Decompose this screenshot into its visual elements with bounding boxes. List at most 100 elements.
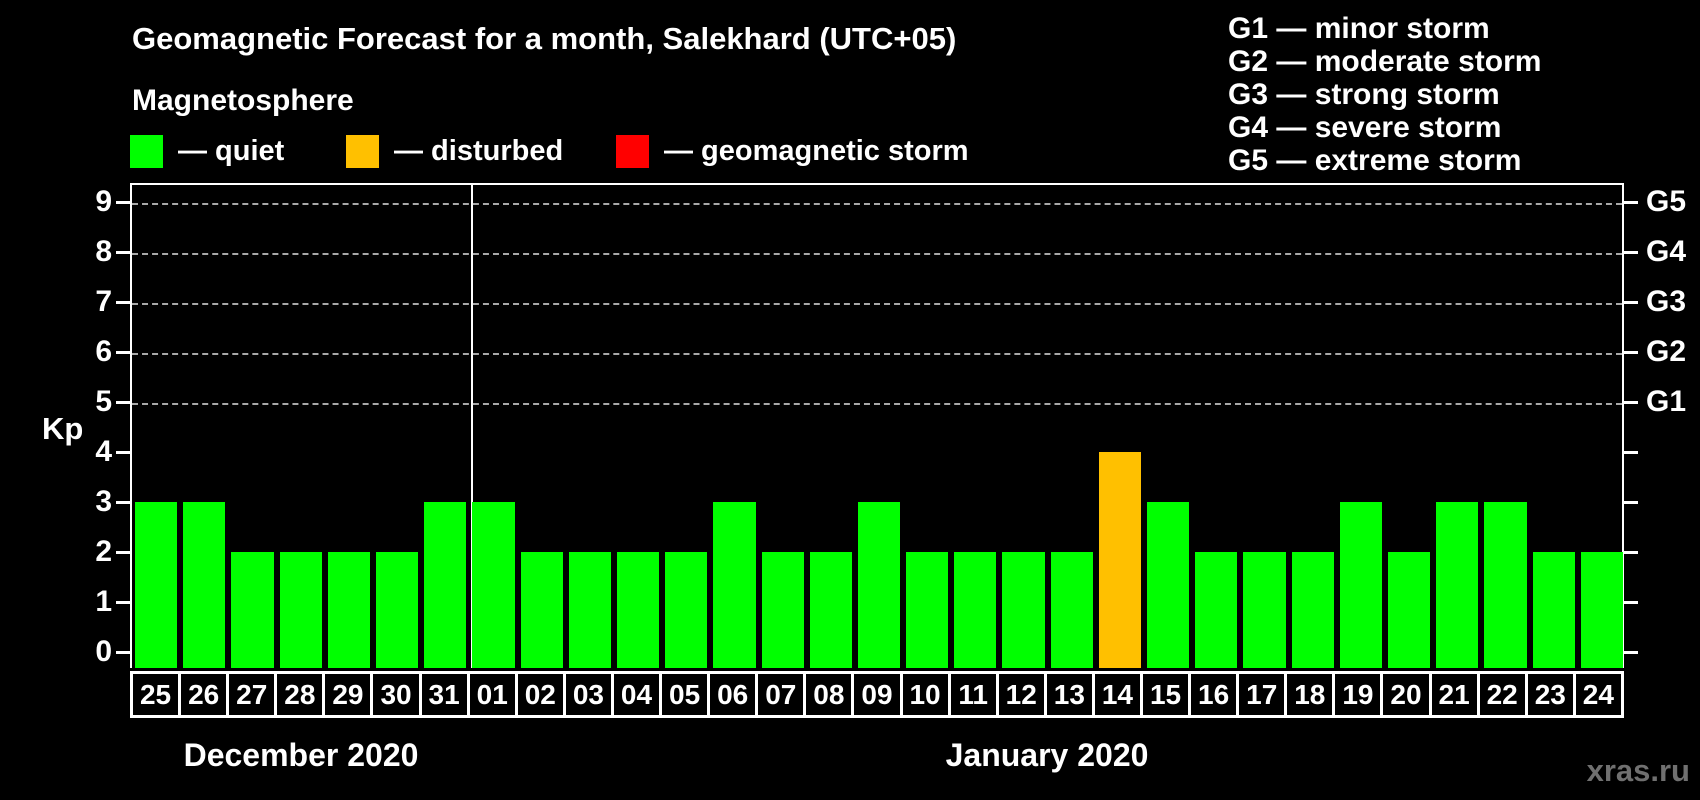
g-label-g5: G5 [1646,185,1687,218]
g-tick-8 [1624,251,1638,254]
bar-day-21 [1436,502,1479,668]
month-separator-line [471,185,473,668]
kp-tick-5 [116,401,130,404]
chart-subtitle: Magnetosphere [132,84,354,117]
g-label-g2: G2 [1646,335,1687,368]
g-tick-6 [1624,351,1638,354]
kp-tick-label-0: 0 [95,635,112,668]
kp-tick-6 [116,351,130,354]
day-cell-25: 25 [133,674,182,715]
page-title: Geomagnetic Forecast for a month, Salekh… [132,21,957,56]
day-cell-30: 30 [373,674,422,715]
kp-tick-9 [116,201,130,204]
day-labels-row: 25 26 27 28 29 30 31 01 02 03 04 05 06 07 08 09 10 11 12 13… [130,671,1624,718]
kp-tick-label-2: 2 [95,535,112,568]
legend-label-quiet: — quiet [178,134,285,167]
kp-tick-7 [116,301,130,304]
bar-day-01 [472,502,515,668]
day-cell-17: 17 [1239,674,1288,715]
g-tick-0 [1624,651,1638,654]
day-cell-14: 14 [1094,674,1143,715]
g-tick-1 [1624,601,1638,604]
bar-day-28 [279,552,322,668]
g-tick-9 [1624,201,1638,204]
gridline-kp9 [132,203,1622,205]
gridline-kp7 [132,303,1622,305]
legend-label-disturbed: — disturbed [394,134,564,167]
bar-day-17 [1243,552,1286,668]
day-cell-31: 31 [421,674,470,715]
day-cell-01: 01 [469,674,518,715]
day-cell-21: 21 [1431,674,1480,715]
g-legend-line-4: G4 — severe storm [1228,111,1502,144]
bar-day-31 [424,502,467,668]
bar-day-18 [1291,552,1334,668]
day-cell-03: 03 [565,674,614,715]
day-cell-09: 09 [854,674,903,715]
bar-day-02 [520,552,563,668]
gridline-kp5 [132,403,1622,405]
bar-day-06 [713,502,756,668]
legend-swatch-disturbed [346,134,379,168]
legend-swatch-storm [616,134,649,168]
bar-day-25 [135,502,178,668]
month-label-january: January 2020 [945,737,1149,773]
bar-day-03 [568,552,611,668]
bar-day-08 [809,552,852,668]
day-cell-18: 18 [1287,674,1336,715]
day-cell-06: 06 [710,674,759,715]
kp-tick-2 [116,551,130,554]
g-tick-4 [1624,451,1638,454]
bar-day-30 [375,552,419,668]
day-cell-13: 13 [1046,674,1095,715]
day-cell-19: 19 [1335,674,1384,715]
bar-day-16 [1195,552,1238,668]
y-axis-title: Kp [42,411,84,446]
day-cell-15: 15 [1142,674,1192,715]
g-tick-5 [1624,401,1638,404]
kp-tick-label-8: 8 [95,235,112,268]
legend-item-quiet: — quiet [130,134,284,168]
bar-day-07 [761,552,804,668]
watermark-xras: xras.ru [1586,753,1690,788]
g-legend-line-5: G5 — extreme storm [1228,144,1522,177]
bar-day-09 [857,502,901,668]
g-tick-2 [1624,551,1638,554]
day-cell-10: 10 [902,674,951,715]
bar-day-26 [183,502,226,668]
g-tick-7 [1624,301,1638,304]
kp-tick-1 [116,601,130,604]
day-cell-07: 07 [758,674,807,715]
day-cell-29: 29 [325,674,374,715]
kp-tick-label-4: 4 [95,435,112,468]
day-cell-28: 28 [277,674,326,715]
bar-day-10 [906,552,949,668]
legend-item-storm: — geomagnetic storm [616,134,969,168]
kp-tick-label-6: 6 [95,335,112,368]
bar-day-19 [1339,502,1383,668]
bar-day-15 [1147,502,1190,668]
bar-day-29 [327,552,370,668]
kp-tick-label-3: 3 [95,485,112,518]
day-cell-02: 02 [517,674,566,715]
bar-day-11 [954,552,997,668]
day-cell-26: 26 [181,674,230,715]
day-cell-11: 11 [950,674,999,715]
day-cell-24: 24 [1575,674,1621,715]
bar-day-13 [1050,552,1093,668]
day-cell-12: 12 [998,674,1047,715]
bar-day-23 [1532,552,1575,668]
legend-label-storm: — geomagnetic storm [664,134,969,167]
month-label-december: December 2020 [183,737,419,773]
g-scale-legend: G1 — minor storm G2 — moderate storm G3 — … [1228,12,1541,177]
g-label-g3: G3 [1646,285,1687,318]
bar-day-20 [1388,552,1431,668]
g-legend-line-3: G3 — strong storm [1228,78,1500,111]
bar-day-12 [1002,552,1045,668]
bar-day-27 [231,552,274,668]
kp-tick-label-1: 1 [95,585,112,618]
gridline-kp6 [132,353,1622,355]
g-tick-3 [1624,501,1638,504]
g-legend-line-2: G2 — moderate storm [1228,45,1542,78]
